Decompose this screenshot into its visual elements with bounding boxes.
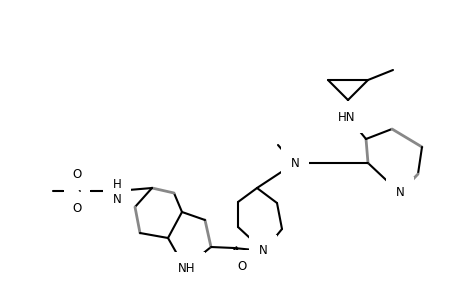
Text: O: O [72,167,81,181]
Text: HN: HN [337,110,355,124]
Text: N: N [395,187,403,200]
Text: S: S [73,184,80,197]
Text: N: N [258,244,267,257]
Text: NH: NH [178,262,196,275]
Text: H
N: H N [112,178,121,206]
Text: N: N [290,157,299,169]
Text: O: O [72,202,81,214]
Text: O: O [237,260,246,272]
